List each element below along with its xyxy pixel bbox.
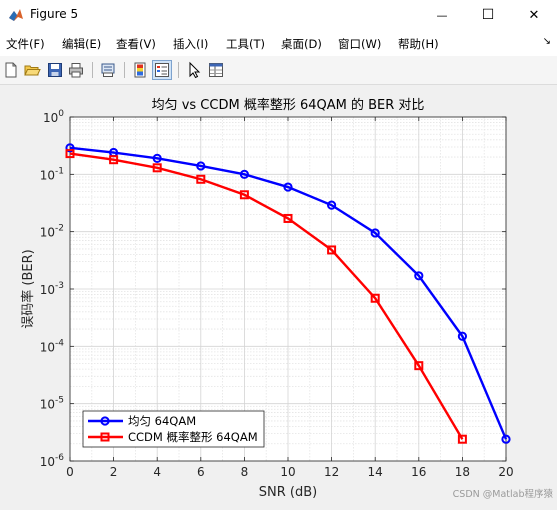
y-tick-label: 10-6	[40, 453, 65, 469]
x-tick-label: 14	[368, 465, 383, 479]
toolbar-separator	[124, 62, 125, 78]
minimize-icon: —	[436, 8, 448, 22]
toolbar-separator	[178, 62, 179, 78]
series-line-2	[69, 152, 464, 440]
menu-desktop[interactable]: 桌面(D)	[281, 37, 322, 51]
matlab-figure-icon	[9, 9, 23, 21]
save-icon[interactable]	[46, 61, 64, 79]
property-inspector-icon[interactable]	[207, 61, 225, 79]
chart-title: 均匀 vs CCDM 概率整形 64QAM 的 BER 对比	[152, 97, 425, 113]
maximize-icon: ☐	[481, 7, 495, 23]
menu-insert[interactable]: 插入(I)	[173, 37, 209, 51]
y-tick-label: 100	[43, 109, 64, 125]
data-point	[152, 163, 162, 173]
x-tick-label: 16	[411, 465, 426, 479]
menu-view[interactable]: 查看(V)	[116, 37, 156, 51]
insert-colorbar-icon[interactable]	[131, 61, 149, 79]
x-tick-label: 12	[324, 465, 339, 479]
x-tick-label: 20	[498, 465, 513, 479]
data-point	[283, 182, 293, 192]
data-point	[501, 434, 511, 444]
data-point	[327, 245, 337, 255]
window-title: Figure 5	[30, 7, 79, 21]
data-point	[414, 271, 424, 281]
data-point	[414, 361, 424, 371]
edit-plot-arrow-icon[interactable]	[185, 61, 203, 79]
toolbar-separator	[92, 62, 93, 78]
new-file-icon[interactable]	[2, 61, 20, 79]
data-point	[370, 293, 380, 303]
menu-help[interactable]: 帮助(H)	[398, 37, 439, 51]
close-button[interactable]: ✕	[511, 0, 557, 30]
y-axis-label: 误码率 (BER)	[20, 249, 36, 328]
data-point	[65, 143, 75, 153]
y-tick-label: 10-3	[40, 281, 64, 297]
menu-bar: 文件(F) 编辑(E) 查看(V) 插入(I) 工具(T) 桌面(D) 窗口(W…	[0, 30, 557, 56]
data-point	[152, 153, 162, 163]
legend[interactable]	[82, 410, 265, 448]
close-icon: ✕	[528, 7, 540, 23]
data-point	[65, 149, 75, 159]
data-point	[239, 190, 249, 200]
data-point	[196, 161, 206, 171]
data-point	[239, 169, 249, 179]
data-point	[109, 155, 119, 165]
open-folder-icon[interactable]	[23, 61, 41, 79]
insert-legend-icon[interactable]	[152, 60, 172, 80]
series-line-1	[69, 146, 508, 440]
x-tick-label: 18	[455, 465, 470, 479]
legend-marker	[100, 432, 110, 442]
title-bar: Figure 5 — ☐ ✕	[0, 0, 557, 30]
menu-tools[interactable]: 工具(T)	[226, 37, 265, 51]
y-tick-label: 10-4	[40, 338, 65, 354]
x-tick-label: 10	[280, 465, 295, 479]
legend-label: CCDM 概率整形 64QAM	[128, 430, 258, 444]
y-tick-label: 10-2	[40, 224, 64, 240]
x-tick-label: 0	[66, 465, 74, 479]
menu-file[interactable]: 文件(F)	[6, 37, 45, 51]
ber-chart[interactable]: 0 2 4 6 8 10 12 14 16 18 20 100 10-1 10-2 10-3 10-4 10-5…	[0, 85, 557, 506]
data-point	[370, 228, 380, 238]
x-tick-label: 2	[110, 465, 118, 479]
data-point	[327, 200, 337, 210]
maximize-button[interactable]: ☐	[465, 0, 511, 30]
data-point	[283, 213, 293, 223]
data-point	[196, 174, 206, 184]
data-point	[457, 331, 467, 341]
figure-canvas[interactable]: 0 2 4 6 8 10 12 14 16 18 20 100 10-1 10-2 10-3 10-4 10-5…	[0, 85, 557, 506]
menu-window[interactable]: 窗口(W)	[338, 37, 382, 51]
data-point	[457, 434, 467, 444]
x-tick-label: 8	[241, 465, 249, 479]
print-icon[interactable]	[67, 61, 85, 79]
menu-edit[interactable]: 编辑(E)	[62, 37, 102, 51]
x-axis-label: SNR (dB)	[259, 485, 317, 500]
x-tick-label: 6	[197, 465, 205, 479]
minimize-button[interactable]: —	[419, 0, 465, 30]
toolbar	[0, 56, 557, 85]
dock-arrow-icon[interactable]: ↘	[542, 36, 551, 47]
y-tick-label: 10-5	[40, 396, 64, 412]
legend-label: 均匀 64QAM	[128, 414, 196, 428]
legend-marker	[100, 416, 110, 426]
print-preview-icon[interactable]	[99, 61, 117, 79]
x-tick-label: 4	[153, 465, 161, 479]
y-tick-label: 10-1	[40, 166, 64, 182]
watermark: CSDN @Matlab程序猿	[452, 489, 553, 500]
